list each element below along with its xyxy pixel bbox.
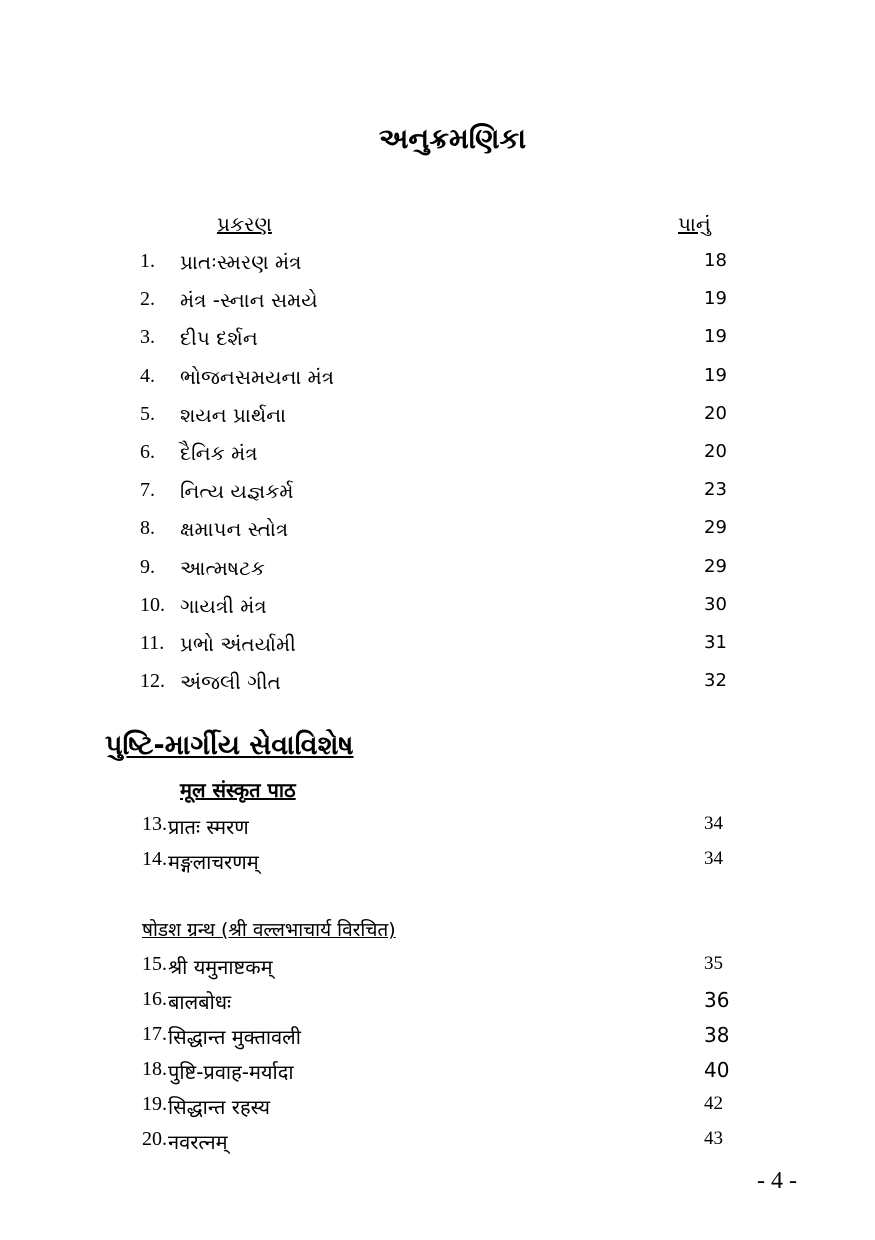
entry-title: सिद्धान्त मुक्तावली xyxy=(168,1025,301,1049)
entry-number: 4. xyxy=(140,364,155,387)
toc-entry: 12. અંજલી ગીત 32 xyxy=(0,670,875,700)
page-column-header: પાનું xyxy=(678,212,711,236)
entry-number: 1. xyxy=(140,250,155,272)
entry-title: प्रातः स्मरण xyxy=(168,815,249,839)
entry-title: પ્રાતઃસ્મરણ મંત્ર xyxy=(180,250,302,274)
entry-page: 43 xyxy=(704,1128,723,1149)
entry-title: श्री यमुनाष्टकम् xyxy=(168,955,273,979)
entry-number: 11. xyxy=(140,632,165,654)
toc-entry: 10. ગાયત્રી મંત્ર 30 xyxy=(0,594,875,624)
entry-page: 20 xyxy=(704,402,727,424)
entry-page: 35 xyxy=(704,953,723,974)
entry-title: मङ्गलाचरणम् xyxy=(168,850,259,874)
entry-title: આત્મષટક xyxy=(180,555,265,580)
entry-title: નિત્ય યજ્ઞકર્મ xyxy=(180,479,294,504)
entry-number: 10. xyxy=(140,593,165,616)
entry-number: 7. xyxy=(140,479,155,502)
entry-number: 9. xyxy=(140,555,155,578)
entry-page: 36 xyxy=(704,988,730,1012)
entry-title: ભોજનસમયના મંત્ર xyxy=(180,364,335,389)
toc-entry: 5. શયન પ્રાર્થના 20 xyxy=(0,403,875,433)
entry-number: 20. xyxy=(142,1128,167,1150)
section-title: પુષ્ટિ-માર્ગીય સેવાવિશેષ xyxy=(105,730,354,761)
entry-title: અંજલી ગીત xyxy=(180,670,281,695)
entry-number: 16. xyxy=(142,988,167,1010)
toc-entry: 4. ભોજનસમયના મંત્ર 19 xyxy=(0,365,875,395)
entry-page: 38 xyxy=(704,1023,730,1047)
entry-page: 34 xyxy=(704,813,723,834)
entry-title: ક્ષમાપન સ્તોત્ર xyxy=(180,517,289,542)
entry-title: દીપ દર્શન xyxy=(180,326,258,351)
toc-entry: 18. पुष्टि-प्रवाह-मर्यादा 40 xyxy=(0,1058,875,1088)
entry-page: 18 xyxy=(704,250,727,271)
entry-number: 14. xyxy=(142,848,167,870)
toc-entry: 11. પ્રભો અંતર્યામી 31 xyxy=(0,632,875,662)
toc-entry: 3. દીપ દર્શન 19 xyxy=(0,326,875,356)
toc-entry: 1. પ્રાતઃસ્મરણ મંત્ર 18 xyxy=(0,250,875,280)
entry-page: 19 xyxy=(704,326,727,348)
entry-number: 19. xyxy=(142,1093,167,1115)
entry-number: 8. xyxy=(140,517,155,540)
toc-entry: 17. सिद्धान्त मुक्तावली 38 xyxy=(0,1023,875,1053)
entry-page: 42 xyxy=(704,1093,723,1114)
entry-title: દૈનિક મંત્ર xyxy=(180,441,258,465)
entry-title: पुष्टि-प्रवाह-मर्यादा xyxy=(168,1060,294,1084)
entry-title: बालबोधः xyxy=(168,990,232,1014)
entry-page: 19 xyxy=(704,288,727,310)
toc-entry: 2. મંત્ર -સ્નાન સમયે 19 xyxy=(0,288,875,318)
entry-page: 20 xyxy=(704,441,727,462)
page-number: - 4 - xyxy=(757,1168,797,1194)
entry-title: પ્રભો અંતર્યામી xyxy=(180,632,296,656)
entry-page: 34 xyxy=(704,848,723,869)
entry-number: 15. xyxy=(142,953,167,975)
entry-number: 13. xyxy=(142,813,167,835)
entry-page: 23 xyxy=(704,479,727,501)
entry-title: नवरत्नम् xyxy=(168,1130,228,1154)
entry-title: શયન પ્રાર્થના xyxy=(180,402,287,427)
toc-entry: 19. सिद्धान्त रहस्य 42 xyxy=(0,1093,875,1123)
entry-page: 19 xyxy=(704,364,727,386)
toc-entry: 8. ક્ષમાપન સ્તોત્ર 29 xyxy=(0,517,875,547)
subsection-heading: षोडश ग्रन्थ (श्री वल्लभाचार्य विरचित) xyxy=(142,919,396,941)
toc-entry: 7. નિત્ય યજ્ઞકર્મ 23 xyxy=(0,479,875,509)
entry-number: 6. xyxy=(140,441,155,463)
entry-page: 30 xyxy=(704,593,727,615)
entry-number: 17. xyxy=(142,1023,167,1045)
entry-title: મંત્ર -સ્નાન સમયે xyxy=(180,288,318,313)
entry-title: सिद्धान्त रहस्य xyxy=(168,1095,270,1119)
toc-entry: 14. मङ्गलाचरणम् 34 xyxy=(0,848,875,878)
toc-entry: 13. प्रातः स्मरण 34 xyxy=(0,813,875,843)
entry-number: 12. xyxy=(140,670,165,693)
chapter-column-header: પ્રકરણ xyxy=(217,212,272,236)
entry-page: 31 xyxy=(704,632,727,653)
entry-number: 3. xyxy=(140,326,155,349)
toc-entry: 15. श्री यमुनाष्टकम् 35 xyxy=(0,953,875,983)
entry-page: 29 xyxy=(704,555,727,577)
subsection-heading: मूल संस्कृत पाठ xyxy=(180,778,296,802)
entry-page: 32 xyxy=(704,670,727,692)
toc-entry: 20. नवरत्नम् 43 xyxy=(0,1128,875,1158)
entry-number: 18. xyxy=(142,1058,167,1080)
entry-number: 2. xyxy=(140,288,155,311)
page-title: અનુક્રમણિકા xyxy=(378,122,527,155)
toc-entry: 16. बालबोधः 36 xyxy=(0,988,875,1018)
entry-number: 5. xyxy=(140,402,155,425)
toc-entry: 9. આત્મષટક 29 xyxy=(0,556,875,586)
entry-page: 40 xyxy=(704,1058,730,1082)
entry-title: ગાયત્રી મંત્ર xyxy=(180,593,267,618)
entry-page: 29 xyxy=(704,517,727,539)
toc-entry: 6. દૈનિક મંત્ર 20 xyxy=(0,441,875,471)
